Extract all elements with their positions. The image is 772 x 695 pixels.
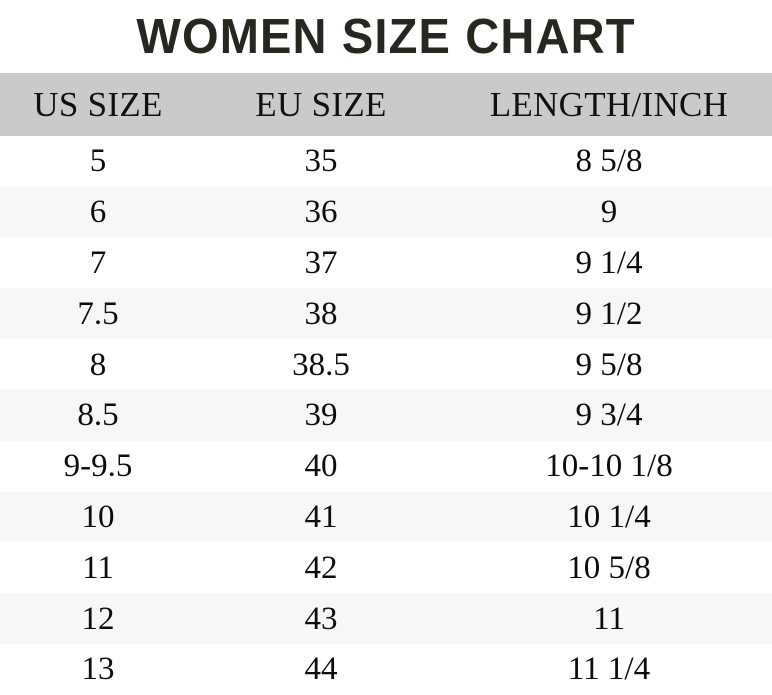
cell-length-inch: 8 5/8 (575, 143, 643, 180)
cell-eu-size: 38 (304, 295, 338, 332)
cell-eu-size: 38.5 (292, 346, 350, 383)
cell-eu-size: 42 (304, 549, 338, 586)
table-row: 10 41 10 1/4 (0, 491, 772, 543)
cell-eu-size: 37 (304, 244, 338, 281)
cell-eu-size: 36 (304, 194, 338, 231)
table-body: 5 35 8 5/8 6 36 9 7 37 9 1/4 7.5 38 9 1/2 8 38.5 9 5/8… (0, 136, 772, 695)
cell-eu-size: 44 (304, 651, 338, 688)
cell-us-size: 5 (89, 143, 107, 180)
table-row: 9-9.5 40 10-10 1/8 (0, 440, 772, 492)
table-row: 5 35 8 5/8 (0, 136, 772, 187)
cell-us-size: 6 (89, 194, 107, 231)
cell-eu-size: 39 (304, 397, 338, 434)
cell-us-size: 11 (82, 549, 114, 586)
cell-us-size: 12 (81, 600, 115, 637)
cell-eu-size: 35 (304, 143, 338, 180)
cell-length-inch: 10 5/8 (567, 549, 651, 586)
table-header-row: US SIZE EU SIZE LENGTH/INCH (0, 73, 772, 136)
cell-eu-size: 40 (304, 448, 338, 485)
cell-length-inch: 11 (593, 600, 625, 637)
table-row: 6 36 9 (0, 186, 772, 238)
table-row: 12 43 11 (0, 593, 772, 644)
cell-length-inch: 9 1/2 (575, 295, 643, 332)
cell-us-size: 10 (81, 498, 115, 535)
table-row: 7.5 38 9 1/2 (0, 288, 772, 340)
column-header-length-inch: LENGTH/INCH (489, 84, 729, 124)
page-title: WOMEN SIZE CHART (136, 9, 636, 64)
cell-eu-size: 43 (304, 600, 338, 637)
table-row: 7 37 9 1/4 (0, 237, 772, 289)
cell-us-size: 9-9.5 (63, 448, 133, 485)
cell-eu-size: 41 (304, 498, 338, 535)
column-header-us-size: US SIZE (33, 84, 163, 124)
cell-length-inch: 9 5/8 (575, 346, 643, 383)
cell-us-size: 8 (89, 346, 107, 383)
cell-length-inch: 10 1/4 (567, 498, 651, 535)
cell-length-inch: 9 (600, 194, 618, 231)
column-header-eu-size: EU SIZE (255, 84, 387, 124)
cell-length-inch: 9 3/4 (575, 397, 643, 434)
table-row: 13 44 11 1/4 (0, 643, 772, 695)
cell-length-inch: 9 1/4 (575, 244, 643, 281)
table-row: 11 42 10 5/8 (0, 542, 772, 594)
cell-us-size: 13 (81, 651, 115, 688)
chart-title-bar: WOMEN SIZE CHART (0, 0, 772, 73)
cell-us-size: 8.5 (77, 397, 119, 434)
cell-length-inch: 11 1/4 (567, 651, 651, 688)
cell-us-size: 7 (89, 244, 107, 281)
cell-us-size: 7.5 (77, 295, 119, 332)
table-row: 8 38.5 9 5/8 (0, 339, 772, 390)
table-row: 8.5 39 9 3/4 (0, 389, 772, 441)
cell-length-inch: 10-10 1/8 (545, 448, 673, 485)
